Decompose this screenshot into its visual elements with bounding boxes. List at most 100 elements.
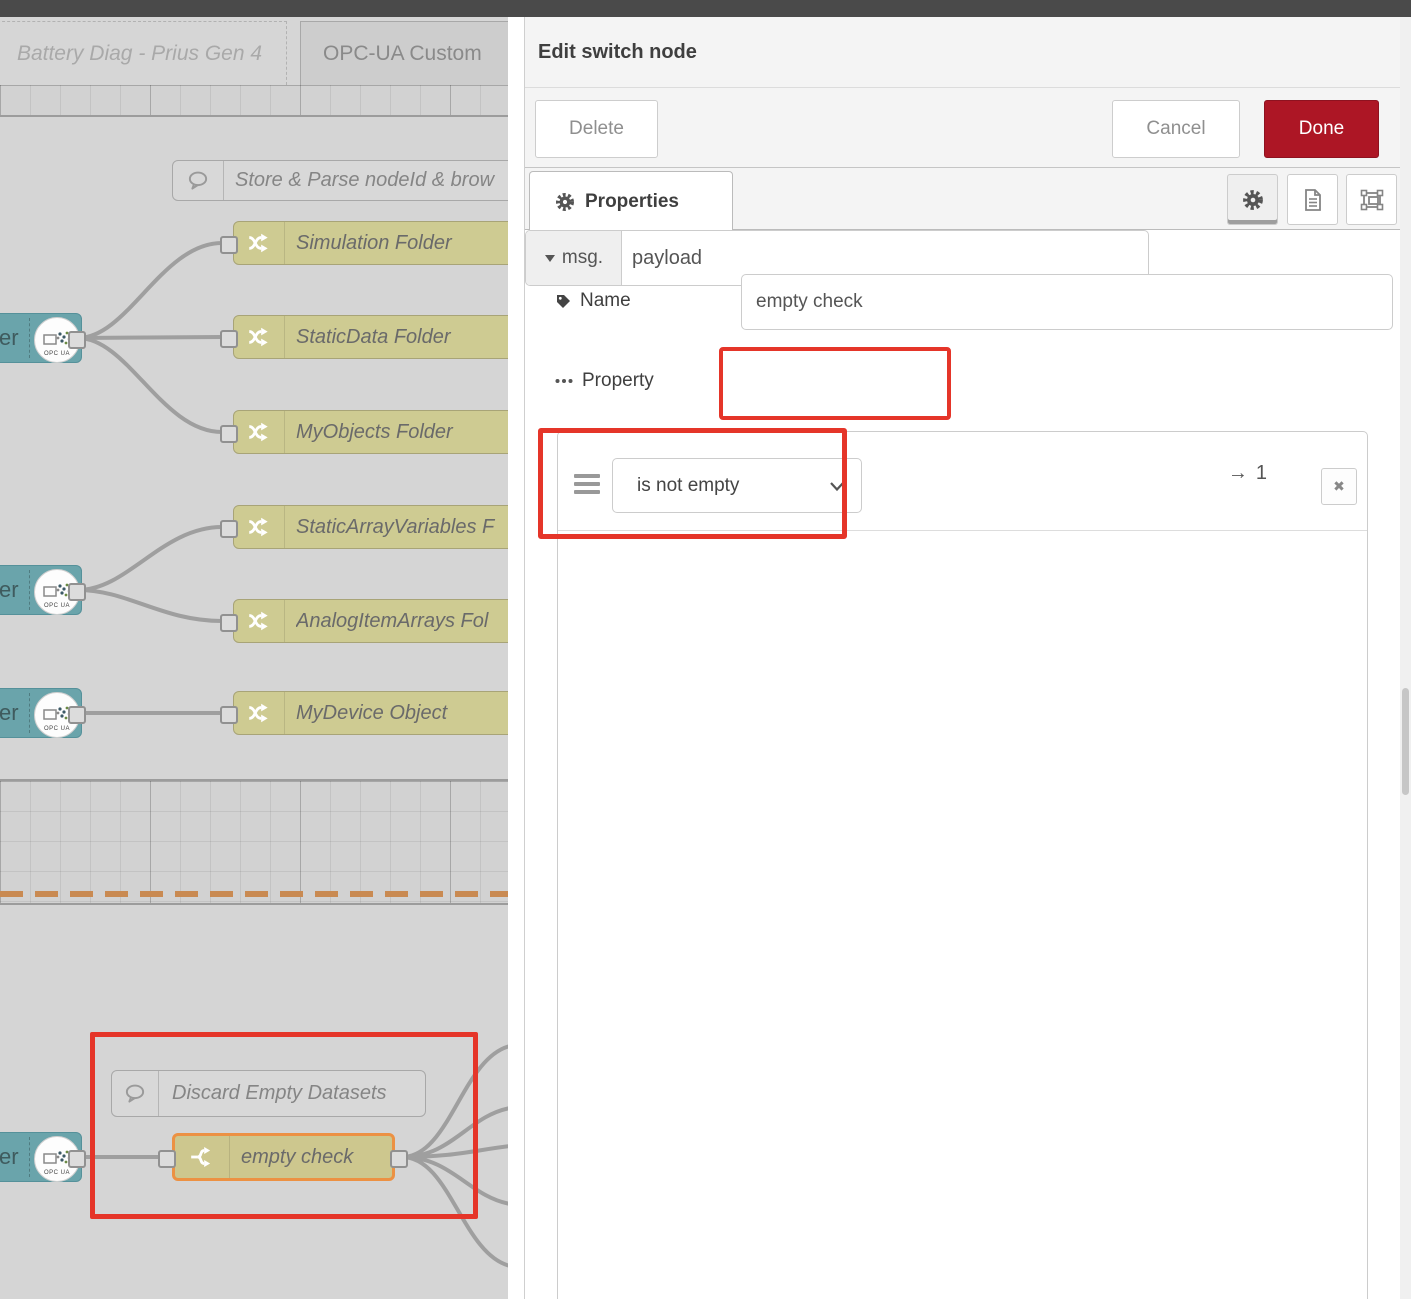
switch-shuffle-icon [248, 233, 268, 253]
switch-node-staticdata-folder[interactable]: StaticData Folder [233, 315, 508, 359]
annotation-highlight-box [538, 428, 847, 539]
description-view-button[interactable] [1287, 174, 1338, 225]
input-port[interactable] [158, 1150, 176, 1168]
dialog-scrollbar-track[interactable] [1400, 17, 1411, 1299]
tab-properties[interactable]: Properties [529, 171, 733, 231]
dialog-scrollbar-thumb[interactable] [1402, 688, 1409, 795]
node-label: AnalogItemArrays Fol [296, 609, 489, 632]
switch-shuffle-icon [248, 517, 268, 537]
dialog-header: Edit switch node [525, 17, 1411, 88]
remove-x-icon: ✖ [1333, 478, 1345, 494]
property-prefix-label: msg. [561, 247, 604, 268]
switch-node-empty-check[interactable]: empty check [172, 1133, 395, 1181]
switch-node-staticarrayvariables[interactable]: StaticArrayVariables F [233, 505, 508, 549]
tab-opcua-custom[interactable]: OPC-UA Custom [300, 21, 508, 85]
done-button[interactable]: Done [1264, 100, 1379, 158]
switch-node-myobjects-folder[interactable]: MyObjects Folder [233, 410, 508, 454]
input-port[interactable] [220, 520, 238, 538]
comment-node-discard-empty[interactable]: Discard Empty Datasets [111, 1070, 426, 1117]
switch-node-analogitemarrays[interactable]: AnalogItemArrays Fol [233, 599, 508, 643]
switch-icon-box [234, 316, 285, 358]
switch-icon-box [234, 600, 285, 642]
switch-icon-box [175, 1136, 230, 1178]
rule-output-number: 1 [1255, 462, 1267, 484]
output-port[interactable] [68, 706, 86, 724]
opcua-server-node[interactable]: er OPC UA [0, 1132, 82, 1182]
tab-battery-diag[interactable]: Battery Diag - Prius Gen 4 [0, 21, 287, 85]
property-type-select[interactable]: msg. [526, 231, 622, 285]
switch-shuffle-icon [248, 703, 268, 723]
group-selection-icon [1360, 189, 1383, 210]
arrow-right-icon: → [1227, 462, 1248, 484]
switch-branch-icon [191, 1147, 211, 1167]
tray-resize-handle[interactable] [508, 17, 525, 1299]
drag-handle-icon[interactable] [574, 474, 600, 498]
node-separator [29, 570, 30, 610]
canvas-grid [0, 781, 508, 903]
rule-remove-button[interactable]: ✖ [1321, 468, 1357, 505]
rules-container: is not empty → 1 ✖ [557, 431, 1368, 1299]
caret-down-icon [544, 255, 555, 262]
opcua-badge: OPC UA [43, 603, 70, 609]
dialog-title: Edit switch node [538, 40, 697, 63]
app-header-bar [0, 0, 1411, 17]
canvas-grid [0, 85, 508, 115]
gear-icon [556, 192, 574, 211]
input-port[interactable] [220, 614, 238, 632]
node-label: er [0, 700, 19, 725]
opcua-badge: OPC UA [43, 351, 70, 357]
comment-icon-box [173, 161, 224, 200]
switch-node-mydevice-object[interactable]: MyDevice Object [233, 691, 508, 735]
switch-icon-box [234, 222, 285, 264]
appearance-view-button[interactable] [1346, 174, 1397, 225]
dialog-tab-strip: Properties [525, 168, 1411, 231]
properties-view-button[interactable] [1227, 174, 1278, 225]
node-separator [29, 1137, 30, 1177]
rule-output-indicator: → 1 [1228, 462, 1267, 485]
annotation-highlight-box [719, 347, 951, 420]
input-port[interactable] [220, 425, 238, 443]
input-port[interactable] [220, 706, 238, 724]
property-field-label: Property [554, 367, 654, 395]
delete-button-label: Delete [569, 118, 624, 139]
node-label: MyDevice Object [296, 701, 448, 724]
input-port[interactable] [220, 330, 238, 348]
output-port[interactable] [68, 583, 86, 601]
rule-row[interactable]: is not empty → 1 ✖ [558, 432, 1367, 531]
switch-node-simulation-folder[interactable]: Simulation Folder [233, 221, 508, 265]
input-port[interactable] [220, 236, 238, 254]
switch-icon-box [234, 506, 285, 548]
dialog-toolbar: Delete Cancel Done [525, 88, 1411, 168]
tab-properties-label: Properties [585, 190, 679, 212]
node-label: MyObjects Folder [296, 420, 453, 443]
switch-icon-box [234, 692, 285, 734]
delete-button[interactable]: Delete [535, 100, 658, 158]
comment-label: Store & Parse nodeId & brow [235, 169, 495, 191]
name-input[interactable] [741, 274, 1393, 330]
node-label: er [0, 325, 19, 350]
name-field-label: Name [554, 287, 631, 315]
rule-operator-select[interactable]: is not empty [612, 458, 862, 513]
opcua-badge: OPC UA [43, 1170, 70, 1176]
property-value[interactable]: payload [632, 246, 703, 269]
cancel-button-label: Cancel [1146, 118, 1206, 139]
node-label: er [0, 1144, 19, 1169]
node-label: er [0, 577, 19, 602]
dialog-form: Name Property msg. payload [525, 230, 1411, 1299]
speech-bubble-icon [125, 1084, 145, 1103]
node-label: Simulation Folder [296, 231, 452, 254]
cancel-button[interactable]: Cancel [1112, 100, 1240, 158]
group-dashed-border [0, 891, 508, 897]
edit-switch-node-dialog: Edit switch node Delete Cancel Done Prop… [525, 17, 1411, 1299]
flow-canvas[interactable]: Battery Diag - Prius Gen 4 OPC-UA Custom [0, 17, 508, 1299]
output-port[interactable] [68, 1150, 86, 1168]
output-port[interactable] [68, 331, 86, 349]
property-label-text: Property [582, 370, 654, 391]
comment-label: Discard Empty Datasets [172, 1082, 387, 1104]
rule-operator-value: is not empty [637, 474, 740, 496]
node-separator [29, 693, 30, 733]
tab-label: OPC-UA Custom [323, 41, 482, 65]
comment-node-store-parse[interactable]: Store & Parse nodeId & brow [172, 160, 508, 201]
done-button-label: Done [1298, 118, 1345, 139]
